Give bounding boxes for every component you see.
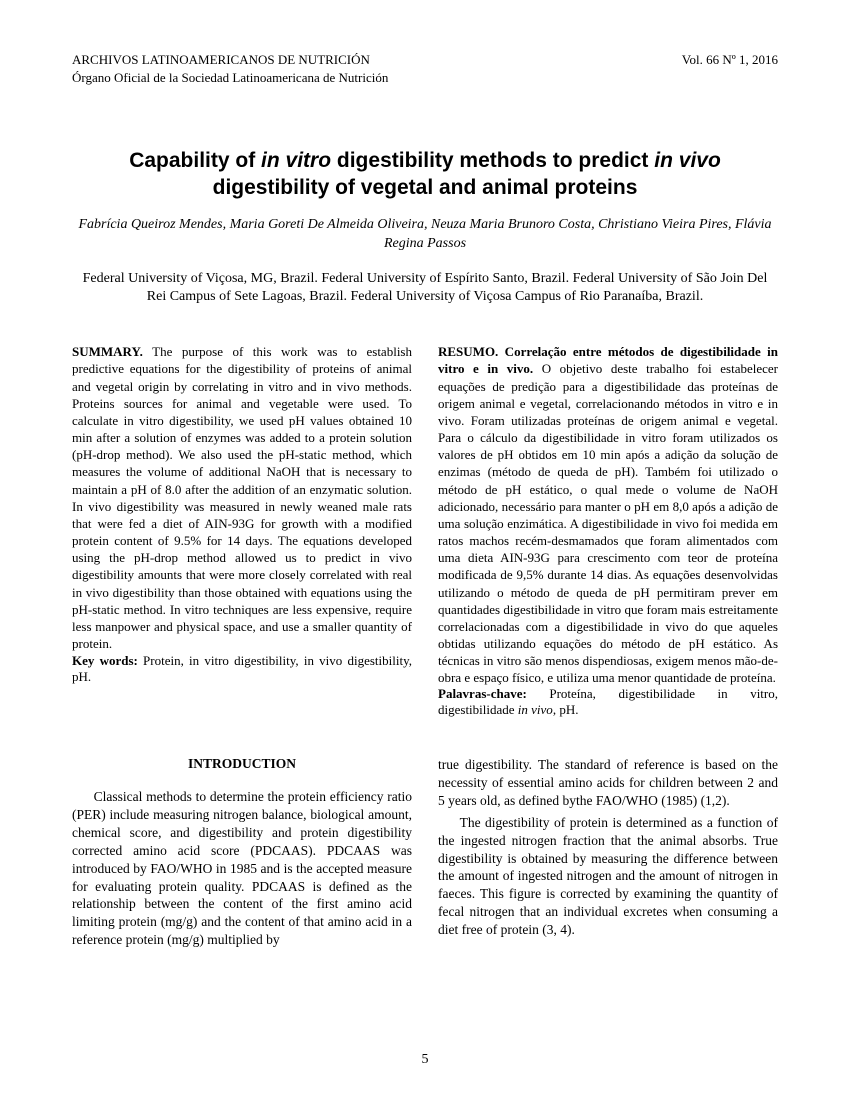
summary-label: SUMMARY. xyxy=(72,344,143,359)
article-title: Capability of in vitro digestibility met… xyxy=(72,148,778,202)
journal-name: ARCHIVOS LATINOAMERICANOS DE NUTRICIÓN xyxy=(72,52,370,68)
palavras-label: Palavras-chave: xyxy=(438,686,527,701)
introduction-heading: INTRODUCTION xyxy=(72,756,412,772)
affiliations: Federal University of Viçosa, MG, Brazil… xyxy=(72,270,778,308)
keywords-label: Key words: xyxy=(72,653,138,668)
page-number: 5 xyxy=(0,1052,850,1068)
title-text: digestibility methods to predict xyxy=(331,149,654,172)
summary-block: SUMMARY. The purpose of this work was to… xyxy=(72,343,412,652)
volume-issue: Vol. 66 Nº 1, 2016 xyxy=(682,52,778,68)
palavras-text: , pH. xyxy=(553,702,579,717)
title-text: Capability of xyxy=(129,149,261,172)
title-italic: in vivo xyxy=(654,149,721,172)
palavras-block: Palavras-chave: Proteína, digestibilidad… xyxy=(438,686,778,718)
summary-text: The purpose of this work was to establis… xyxy=(72,344,412,651)
abstract-columns: SUMMARY. The purpose of this work was to… xyxy=(72,343,778,718)
intro-para: Classical methods to determine the prote… xyxy=(72,788,412,948)
palavras-italic: in vivo xyxy=(518,702,553,717)
resumo-block: RESUMO. Correlação entre métodos de dige… xyxy=(438,343,778,686)
author-list: Fabrícia Queiroz Mendes, Maria Goreti De… xyxy=(72,216,778,254)
resumo-text: O objetivo deste trabalho foi estabelece… xyxy=(438,361,778,685)
intro-para: The digestibility of protein is determin… xyxy=(438,814,778,939)
keywords-block: Key words: Protein, in vitro digestibili… xyxy=(72,653,412,685)
intro-para: true digestibility. The standard of refe… xyxy=(438,756,778,809)
title-text: digestibility of vegetal and animal prot… xyxy=(213,176,638,199)
organ-line: Órgano Oficial de la Sociedad Latinoamer… xyxy=(72,70,778,86)
body-columns: INTRODUCTION Classical methods to determ… xyxy=(72,756,778,948)
title-italic: in vitro xyxy=(261,149,331,172)
